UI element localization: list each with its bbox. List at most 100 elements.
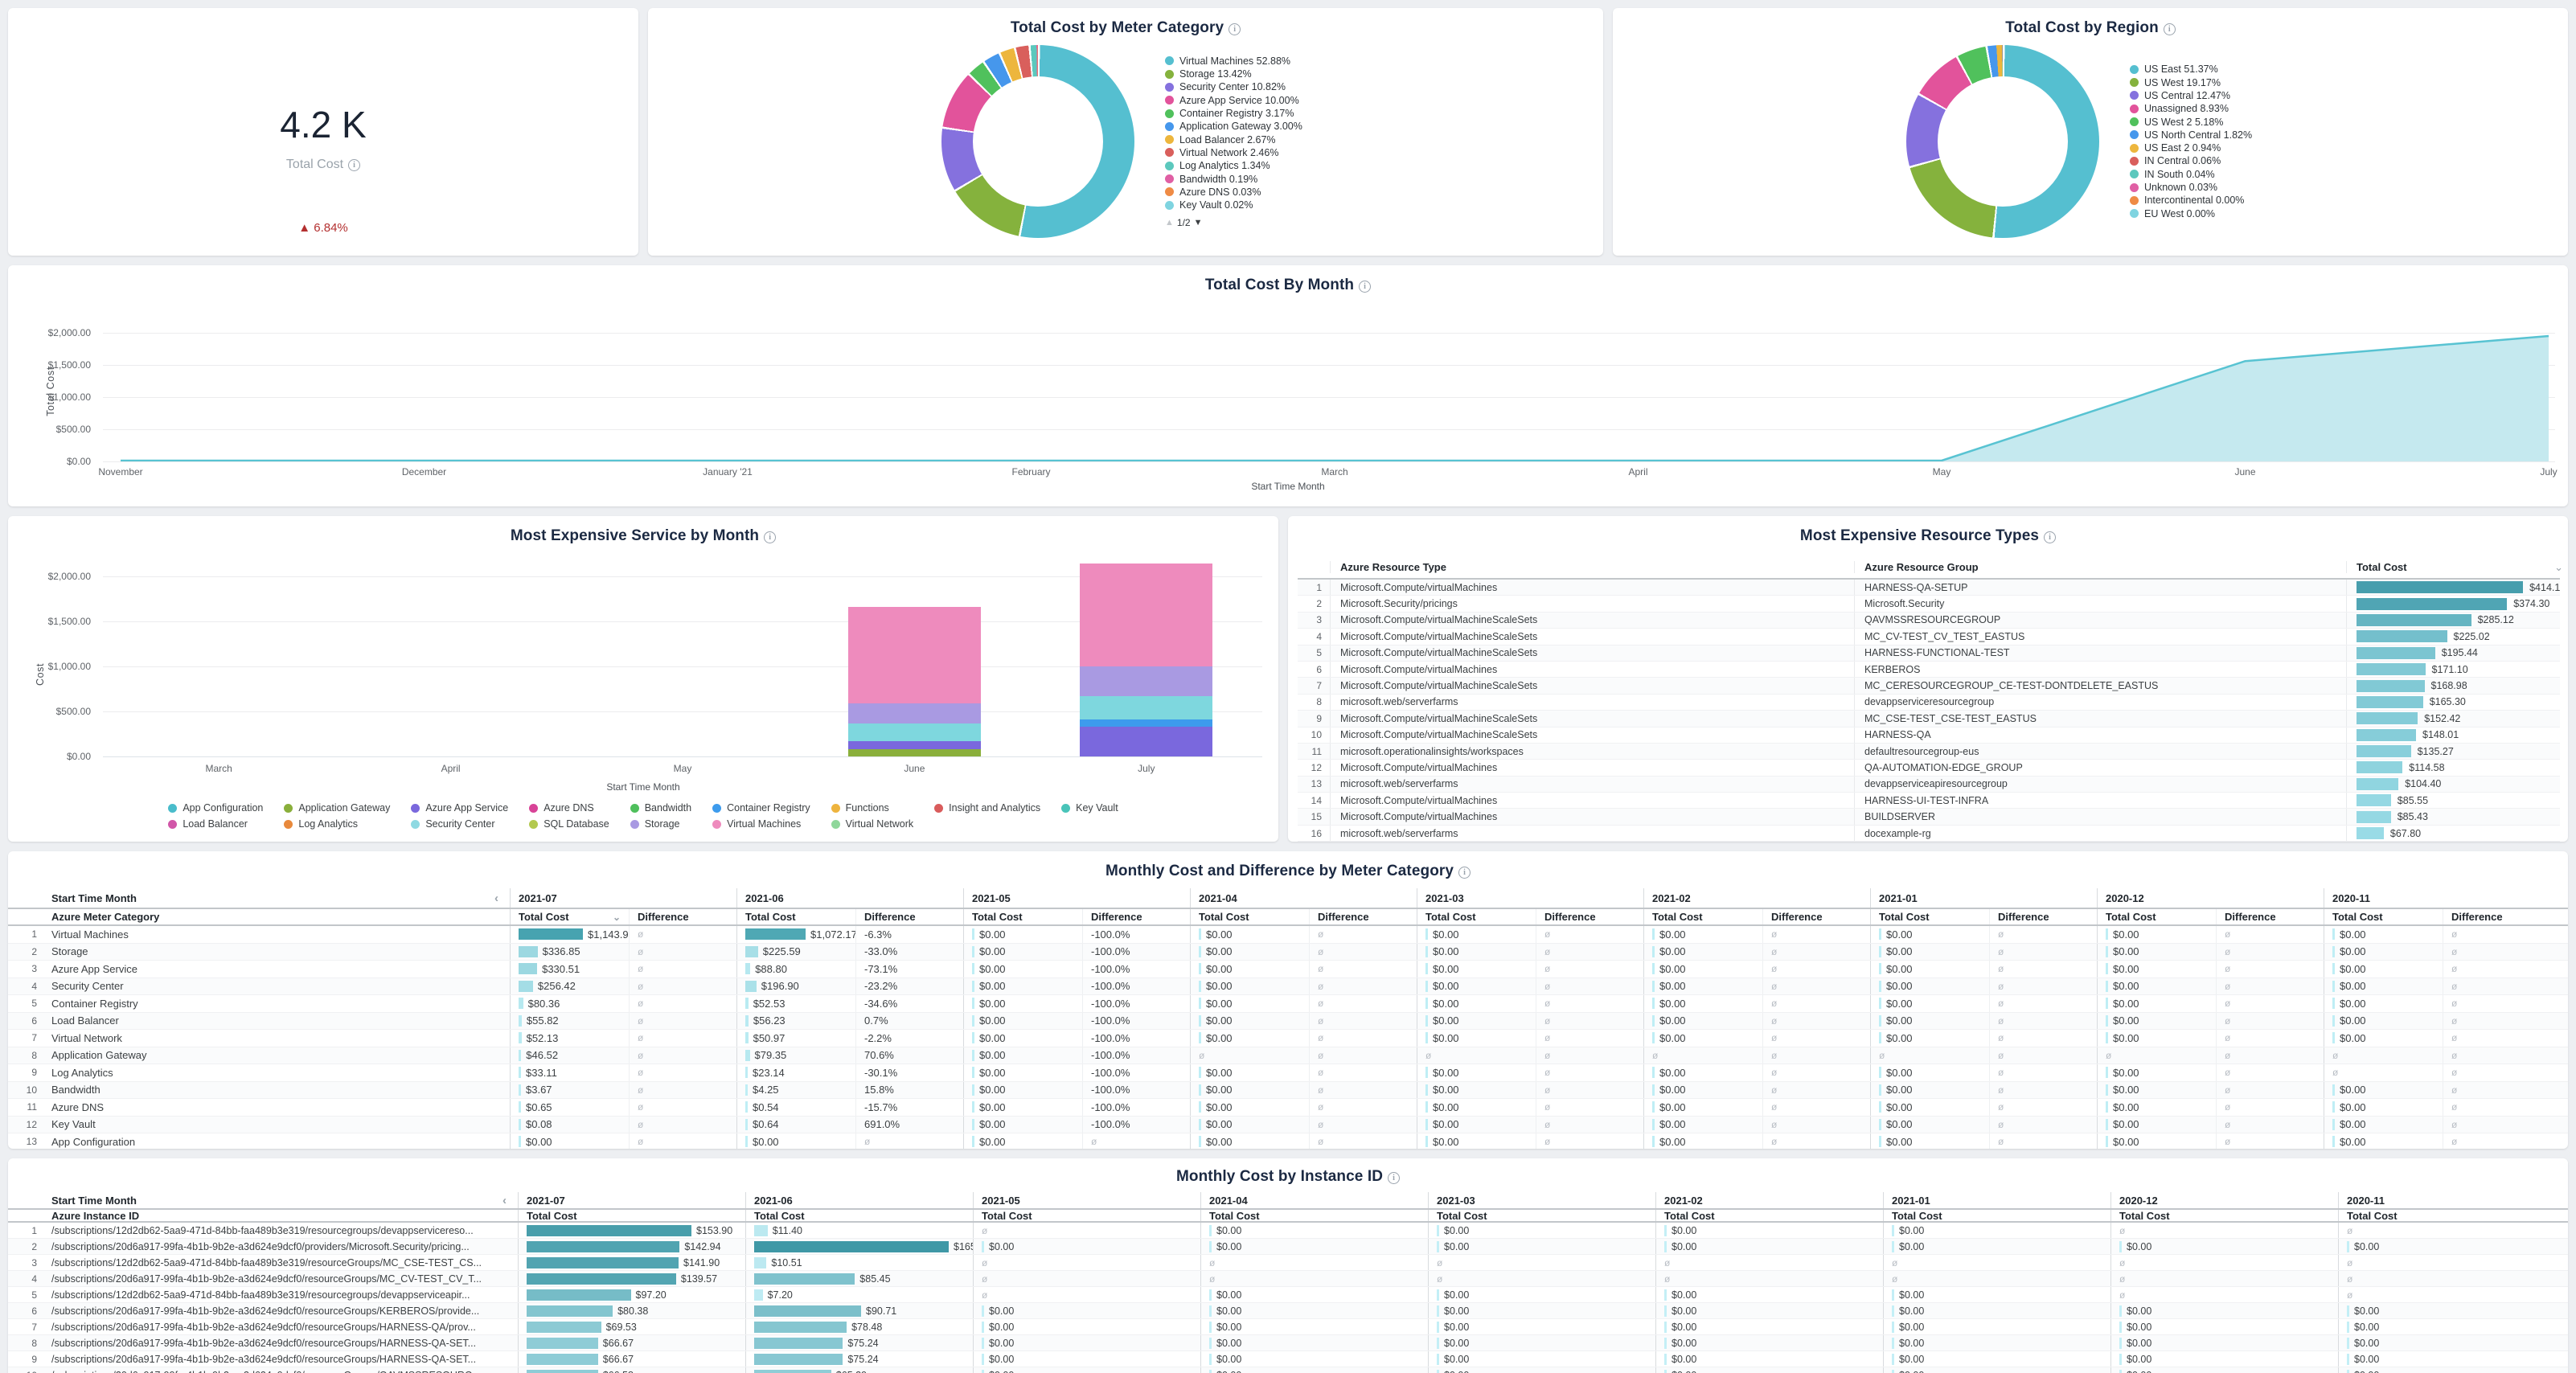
legend-page-down-icon[interactable]: ▼: [1194, 218, 1203, 227]
difference-header[interactable]: Difference: [1536, 909, 1643, 924]
legend-item: Container Registry 3.17%: [1165, 107, 1511, 120]
total-cost-header[interactable]: Total Cost⌄: [510, 909, 629, 924]
cost-bar: [2106, 1032, 2108, 1043]
resource-type-cell: Microsoft.Compute/virtualMachines: [1330, 580, 1854, 595]
legend-dot-icon: [1165, 187, 1174, 196]
table-row: 12Microsoft.Compute/virtualMachinesQA-AU…: [1298, 760, 2560, 776]
column-header[interactable]: Azure Resource Type: [1330, 561, 1854, 573]
category-cell: Key Vault: [43, 1117, 510, 1133]
cost-bar: [1199, 1067, 1201, 1078]
difference-header[interactable]: Difference: [2216, 909, 2324, 924]
y-tick-label: $2,000.00: [14, 327, 91, 338]
total-cost-header[interactable]: Total Cost: [1870, 909, 1989, 924]
cost-bar: [982, 1338, 984, 1349]
total-cost-header[interactable]: Total Cost: [1643, 909, 1762, 924]
legend-item: US East 2 0.94%: [2130, 141, 2476, 154]
resource-group-cell: MC_CERESOURCEGROUP_CE-TEST-DONTDELETE_EA…: [1854, 678, 2346, 693]
info-icon[interactable]: i: [1229, 23, 1241, 35]
total-cost-header[interactable]: Total Cost: [1883, 1210, 2110, 1221]
total-cost-header[interactable]: Total Cost: [745, 1210, 973, 1221]
total-cost-header[interactable]: Total Cost: [1200, 1210, 1428, 1221]
total-cost-header[interactable]: Total Cost: [736, 909, 855, 924]
legend-page-up-icon[interactable]: ▲: [1165, 218, 1174, 227]
info-icon[interactable]: i: [2044, 531, 2056, 543]
cost-bar: [1425, 928, 1428, 940]
cost-bar: [2347, 1354, 2349, 1365]
total-cost-cell: ø: [1417, 1047, 1536, 1064]
total-cost-header[interactable]: Total Cost: [1428, 1210, 1655, 1221]
columns-page-left-icon[interactable]: ‹: [502, 1194, 507, 1207]
difference-cell: ø: [2443, 1117, 2550, 1133]
info-icon[interactable]: i: [348, 159, 360, 171]
kpi-delta: ▲ 6.84%: [298, 221, 348, 235]
difference-cell: ø: [1309, 1117, 1417, 1133]
cost-bar: [972, 946, 974, 957]
info-icon[interactable]: i: [1458, 867, 1471, 879]
difference-header[interactable]: Difference: [1082, 909, 1190, 924]
total-cost-header[interactable]: Total Cost: [1190, 909, 1309, 924]
total-cost-cell: $0.00: [1883, 1303, 2110, 1318]
bar-segment: [1080, 719, 1212, 727]
cost-bar: [519, 1101, 521, 1113]
total-cost-cell: $0.00: [1190, 1082, 1309, 1099]
resource-type-cell: microsoft.web/serverfarms: [1330, 826, 1854, 841]
bar-segment: [848, 749, 981, 756]
info-icon[interactable]: i: [2164, 23, 2176, 35]
total-cost-cell: $75.24: [745, 1351, 973, 1367]
columns-page-left-icon[interactable]: ‹: [494, 891, 498, 905]
panel-title: Monthly Cost and Difference by Meter Cat…: [8, 851, 2568, 880]
column-header[interactable]: Total Cost: [2346, 561, 2560, 573]
y-tick-label: $0.00: [14, 751, 91, 762]
table-row: 10Microsoft.Compute/virtualMachineScaleS…: [1298, 727, 2560, 744]
total-cost-cell: $0.00: [1643, 1117, 1762, 1133]
month-header: 2021-02: [1643, 888, 1870, 908]
legend-dot-icon: [2130, 130, 2139, 139]
total-cost-header[interactable]: Total Cost: [963, 909, 1082, 924]
total-cost-header[interactable]: Total Cost: [1655, 1210, 1883, 1221]
table-months-header: Start Time Month‹2021-072021-062021-0520…: [8, 1192, 2568, 1208]
difference-header[interactable]: Difference: [855, 909, 963, 924]
info-icon[interactable]: i: [764, 531, 776, 543]
legend-dot-icon: [1165, 96, 1174, 105]
legend-dot-icon: [2130, 157, 2139, 166]
total-cost-header[interactable]: Total Cost: [2110, 1210, 2338, 1221]
difference-cell: ø: [1536, 961, 1643, 977]
difference-header[interactable]: Difference: [1309, 909, 1417, 924]
table-row: 13microsoft.web/serverfarmsdevappservice…: [1298, 777, 2560, 793]
total-cost-cell: $0.00: [1417, 961, 1536, 977]
total-cost-header[interactable]: Total Cost: [1417, 909, 1536, 924]
total-cost-cell: $0.00: [973, 1335, 1200, 1350]
table-row: 5Container Registry$80.36ø$52.53-34.6%$0…: [8, 995, 2568, 1013]
total-cost-header[interactable]: Total Cost: [2324, 909, 2443, 924]
legend-item: Application Gateway: [284, 800, 390, 816]
column-header[interactable]: Azure Resource Group: [1854, 561, 2346, 573]
total-cost-cell: $0.00: [2097, 961, 2216, 977]
cost-bar: [2357, 581, 2523, 593]
total-cost-cell: $0.00: [1428, 1319, 1655, 1334]
stacked-bar: [1080, 563, 1212, 756]
sort-chevron-down-icon[interactable]: ⌄: [613, 912, 621, 923]
difference-header[interactable]: Difference: [1989, 909, 2097, 924]
total-cost-header[interactable]: Total Cost: [518, 1210, 745, 1221]
total-cost-cell: $0.00: [963, 1133, 1082, 1149]
x-axis-title: Start Time Month: [8, 481, 2568, 492]
total-cost-cell: $0.00: [973, 1367, 1200, 1373]
resource-group-cell: MC_CV-TEST_CV_TEST_EASTUS: [1854, 629, 2346, 644]
cost-bar: [1652, 946, 1655, 957]
total-cost-header[interactable]: Total Cost: [2097, 909, 2216, 924]
difference-header[interactable]: Difference: [1762, 909, 1870, 924]
cost-bar: [2119, 1370, 2122, 1373]
info-icon[interactable]: i: [1388, 1172, 1400, 1184]
info-icon[interactable]: i: [1359, 281, 1371, 293]
difference-cell: ø: [1762, 1099, 1870, 1116]
total-cost-cell: ø: [973, 1255, 1200, 1270]
difference-header[interactable]: Difference: [2443, 909, 2550, 924]
row-number: 9: [1298, 713, 1330, 724]
total-cost-header[interactable]: Total Cost: [973, 1210, 1200, 1221]
difference-cell: ø: [1762, 944, 1870, 961]
total-cost-header[interactable]: Total Cost: [2338, 1210, 2566, 1221]
cost-bar: [982, 1305, 984, 1317]
total-cost-cell: $0.00: [1190, 1099, 1309, 1116]
difference-header[interactable]: Difference: [629, 909, 736, 924]
total-cost-cell: $0.00: [1428, 1239, 1655, 1254]
